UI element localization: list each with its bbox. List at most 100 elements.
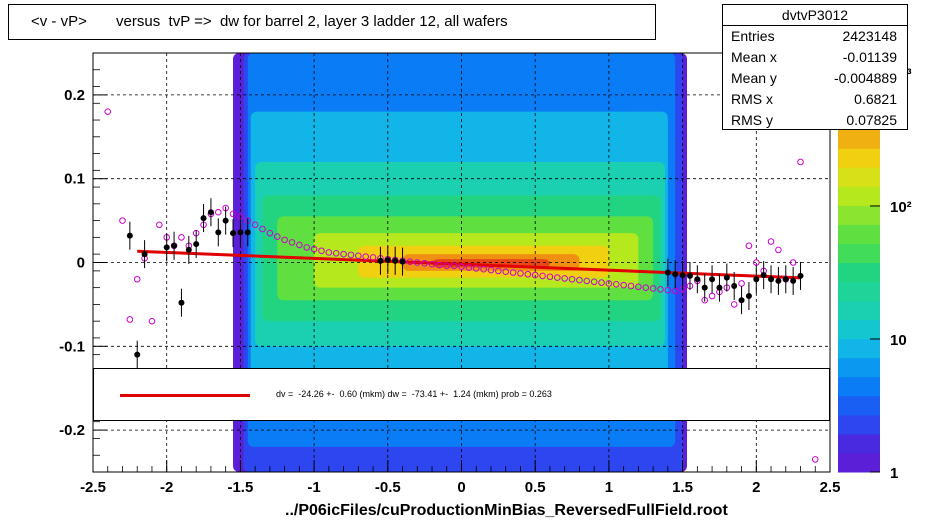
profile-magenta-point xyxy=(627,282,635,290)
profile-black-point xyxy=(782,276,789,283)
profile-magenta-point xyxy=(465,264,473,271)
stats-row-mean-y: Mean y -0.004889 xyxy=(723,68,907,89)
color-scale-band xyxy=(838,319,880,340)
profile-magenta-point xyxy=(156,221,163,229)
stats-row-mean-x: Mean x -0.01139 xyxy=(723,47,907,68)
profile-magenta-point xyxy=(576,276,583,284)
profile-magenta-point xyxy=(635,283,642,291)
profile-magenta-point xyxy=(133,275,141,283)
profile-magenta-point xyxy=(789,259,797,266)
color-scale-band xyxy=(838,395,880,416)
profile-magenta-point xyxy=(288,239,296,246)
y-tick-label: 0 xyxy=(77,255,85,272)
profile-magenta-point xyxy=(531,271,539,279)
profile-magenta-point xyxy=(266,229,274,237)
profile-magenta-point xyxy=(502,268,510,276)
color-scale-band xyxy=(838,186,880,206)
profile-magenta-point xyxy=(104,108,112,115)
profile-black-point xyxy=(215,229,222,236)
profile-magenta-point xyxy=(119,217,126,224)
profile-magenta-point xyxy=(458,263,465,270)
color-scale-band xyxy=(838,205,880,225)
stats-value: 0.07825 xyxy=(846,112,897,128)
stats-box: dvtvP3012 Entries 2423148 Mean x -0.0113… xyxy=(722,4,908,130)
profile-magenta-point xyxy=(738,280,745,287)
profile-black-point xyxy=(171,242,178,249)
profile-magenta-point xyxy=(148,317,156,325)
profile-magenta-point xyxy=(605,280,613,287)
profile-magenta-point xyxy=(612,280,620,288)
profile-magenta-point xyxy=(561,275,568,282)
profile-black-point xyxy=(701,284,708,291)
profile-magenta-point xyxy=(273,233,281,240)
color-scale-band xyxy=(838,262,880,283)
profile-black-point xyxy=(745,293,752,300)
profile-magenta-point xyxy=(495,267,502,275)
y-tick-label: 0.1 xyxy=(64,171,85,188)
stats-value: 0.6821 xyxy=(854,91,897,107)
color-scale-band xyxy=(838,167,880,187)
fit-legend-line xyxy=(120,394,250,397)
x-tick-label: 2.5 xyxy=(820,479,841,496)
profile-black-point xyxy=(731,282,738,289)
profile-magenta-point xyxy=(421,260,428,267)
fit-legend: dv = -24.26 +- 0.60 (mkm) dw = -73.41 +-… xyxy=(93,368,830,421)
color-scale-band xyxy=(838,414,880,435)
color-scale-label: 10 xyxy=(890,332,907,349)
profile-black-point xyxy=(200,215,207,222)
x-tick-label: 0 xyxy=(457,479,465,496)
stats-key: Mean x xyxy=(731,49,777,65)
stats-row-rms-x: RMS x 0.6821 xyxy=(723,89,907,110)
color-scale-label: 1 xyxy=(890,465,898,482)
profile-magenta-point xyxy=(178,234,185,241)
profile-black-point xyxy=(664,269,671,276)
profile-black-point xyxy=(392,257,399,264)
x-tick-label: -1.5 xyxy=(227,479,253,496)
profile-black-point xyxy=(193,241,200,248)
color-scale-band xyxy=(838,338,880,359)
profile-magenta-point xyxy=(229,210,237,218)
profile-magenta-point xyxy=(649,285,657,292)
color-scale-band xyxy=(838,376,880,397)
profile-magenta-point xyxy=(443,262,451,270)
profile-black-point xyxy=(207,209,214,216)
profile-black-point xyxy=(716,284,723,291)
profile-magenta-point xyxy=(620,281,627,289)
profile-black-point xyxy=(141,251,148,258)
color-scale-band xyxy=(838,129,880,149)
profile-magenta-point xyxy=(428,260,436,268)
profile-black-point xyxy=(126,232,133,239)
profile-magenta-point xyxy=(406,258,414,265)
stats-row-entries: Entries 2423148 xyxy=(723,26,907,47)
profile-magenta-point xyxy=(436,261,443,269)
color-scale-band xyxy=(838,281,880,302)
x-tick-label: 2 xyxy=(752,479,760,496)
profile-magenta-point xyxy=(369,254,377,261)
profile-magenta-point xyxy=(657,286,664,293)
x-tick-label: -2.5 xyxy=(80,479,106,496)
profile-magenta-point xyxy=(539,272,546,280)
profile-magenta-point xyxy=(413,259,421,266)
profile-black-point xyxy=(760,272,767,279)
y-tick-label: -0.2 xyxy=(59,422,85,439)
stats-histogram-name: dvtvP3012 xyxy=(723,5,907,26)
fit-result-text: dv = -24.26 +- 0.60 (mkm) dw = -73.41 +-… xyxy=(276,389,552,399)
profile-magenta-point xyxy=(664,286,672,294)
x-tick-label: -1 xyxy=(307,479,320,496)
profile-magenta-point xyxy=(126,316,134,323)
profile-black-point xyxy=(723,274,730,281)
color-scale-band xyxy=(838,452,880,473)
profile-magenta-point xyxy=(708,292,716,300)
profile-magenta-point xyxy=(325,249,333,256)
profile-black-point xyxy=(694,276,701,283)
stats-row-rms-y: RMS y 0.07825 xyxy=(723,110,907,131)
profile-magenta-point xyxy=(310,245,318,253)
y-tick-label: -0.1 xyxy=(59,338,85,355)
stats-key: Mean y xyxy=(731,70,777,86)
profile-black-point xyxy=(775,277,782,284)
profile-magenta-point xyxy=(487,266,495,274)
profile-magenta-point xyxy=(554,274,561,281)
profile-magenta-point xyxy=(362,253,369,260)
stats-key: RMS y xyxy=(731,112,773,128)
